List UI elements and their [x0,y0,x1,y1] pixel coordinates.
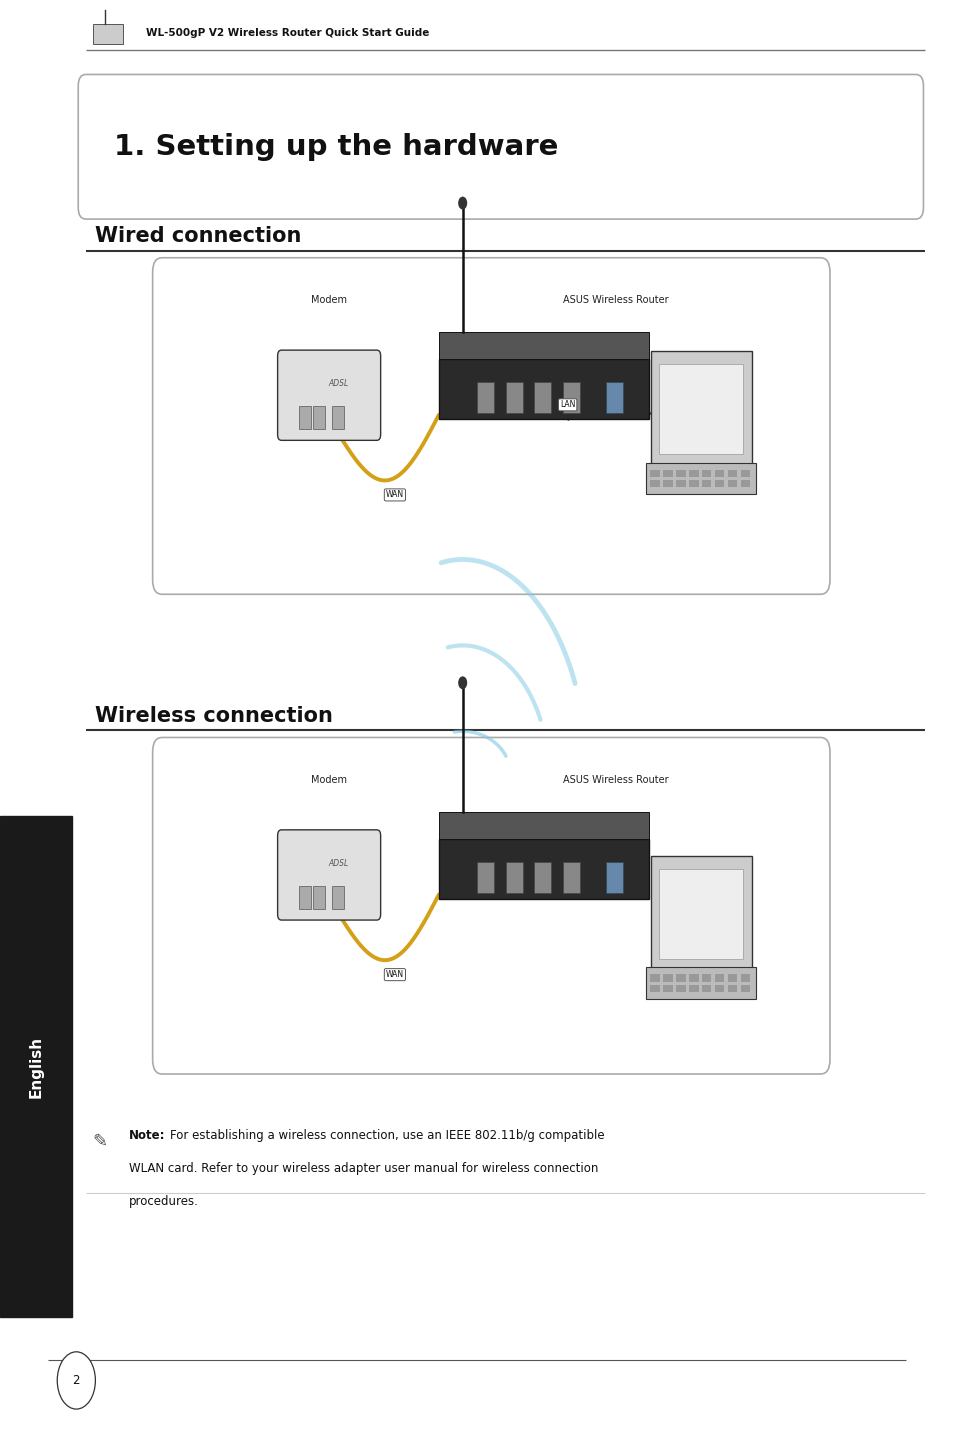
FancyBboxPatch shape [740,470,749,477]
FancyBboxPatch shape [714,985,723,992]
Text: WL-500gP V2 Wireless Router Quick Start Guide: WL-500gP V2 Wireless Router Quick Start … [146,29,429,37]
Text: WAN: WAN [385,969,403,979]
FancyBboxPatch shape [438,839,648,899]
FancyBboxPatch shape [740,480,749,487]
FancyBboxPatch shape [688,975,698,982]
FancyBboxPatch shape [277,349,380,441]
FancyBboxPatch shape [662,985,672,992]
FancyBboxPatch shape [676,975,685,982]
FancyBboxPatch shape [476,862,494,894]
Text: Note:: Note: [129,1128,165,1143]
Text: WLAN card. Refer to your wireless adapter user manual for wireless connection: WLAN card. Refer to your wireless adapte… [129,1161,598,1176]
FancyBboxPatch shape [605,382,622,414]
FancyBboxPatch shape [562,382,579,414]
Text: ASUS Wireless Router: ASUS Wireless Router [562,295,668,305]
FancyBboxPatch shape [298,885,311,909]
FancyBboxPatch shape [646,463,755,494]
FancyBboxPatch shape [662,480,672,487]
FancyBboxPatch shape [688,985,698,992]
Text: Modem: Modem [311,295,347,305]
FancyBboxPatch shape [676,470,685,477]
FancyBboxPatch shape [332,885,344,909]
Circle shape [57,1352,95,1409]
FancyBboxPatch shape [438,812,648,839]
FancyBboxPatch shape [646,968,755,1000]
FancyBboxPatch shape [727,975,737,982]
Text: LAN: LAN [559,401,575,410]
Text: English: English [29,1035,43,1098]
FancyBboxPatch shape [650,855,751,972]
Text: Wireless connection: Wireless connection [95,706,333,726]
FancyBboxPatch shape [688,470,698,477]
FancyBboxPatch shape [714,480,723,487]
FancyBboxPatch shape [438,359,648,420]
FancyBboxPatch shape [650,351,751,467]
Text: ADSL: ADSL [328,859,349,868]
Text: For establishing a wireless connection, use an IEEE 802.11b/g compatible: For establishing a wireless connection, … [170,1128,604,1143]
Text: ✎: ✎ [92,1133,108,1150]
FancyBboxPatch shape [152,258,829,594]
FancyBboxPatch shape [562,862,579,894]
FancyBboxPatch shape [505,382,522,414]
Text: ADSL: ADSL [328,379,349,388]
Text: Wired connection: Wired connection [95,226,301,246]
Text: 2: 2 [72,1373,80,1388]
Circle shape [458,677,466,689]
FancyBboxPatch shape [740,985,749,992]
FancyBboxPatch shape [701,985,711,992]
FancyBboxPatch shape [659,364,742,454]
FancyBboxPatch shape [659,868,742,959]
FancyBboxPatch shape [701,975,711,982]
FancyBboxPatch shape [688,480,698,487]
FancyBboxPatch shape [714,975,723,982]
FancyBboxPatch shape [650,470,659,477]
Text: 1. Setting up the hardware: 1. Setting up the hardware [114,133,558,160]
FancyBboxPatch shape [662,975,672,982]
FancyBboxPatch shape [650,480,659,487]
Text: ASUS Wireless Router: ASUS Wireless Router [562,775,668,785]
FancyBboxPatch shape [676,480,685,487]
FancyBboxPatch shape [701,470,711,477]
FancyBboxPatch shape [78,74,923,219]
FancyBboxPatch shape [277,831,380,921]
FancyBboxPatch shape [534,382,551,414]
Text: Modem: Modem [311,775,347,785]
Text: procedures.: procedures. [129,1194,198,1209]
FancyBboxPatch shape [534,862,551,894]
FancyBboxPatch shape [676,985,685,992]
FancyBboxPatch shape [313,407,325,430]
FancyBboxPatch shape [92,24,123,44]
FancyBboxPatch shape [727,985,737,992]
FancyBboxPatch shape [650,975,659,982]
FancyBboxPatch shape [714,470,723,477]
FancyBboxPatch shape [438,332,648,359]
Circle shape [458,198,466,209]
FancyBboxPatch shape [476,382,494,414]
FancyBboxPatch shape [701,480,711,487]
FancyBboxPatch shape [0,816,71,1317]
Text: WAN: WAN [385,490,403,500]
FancyBboxPatch shape [298,407,311,430]
FancyBboxPatch shape [605,862,622,894]
FancyBboxPatch shape [152,737,829,1074]
FancyBboxPatch shape [740,975,749,982]
FancyBboxPatch shape [505,862,522,894]
FancyBboxPatch shape [650,985,659,992]
FancyBboxPatch shape [727,480,737,487]
FancyBboxPatch shape [332,407,344,430]
FancyBboxPatch shape [662,470,672,477]
FancyBboxPatch shape [313,885,325,909]
FancyBboxPatch shape [727,470,737,477]
